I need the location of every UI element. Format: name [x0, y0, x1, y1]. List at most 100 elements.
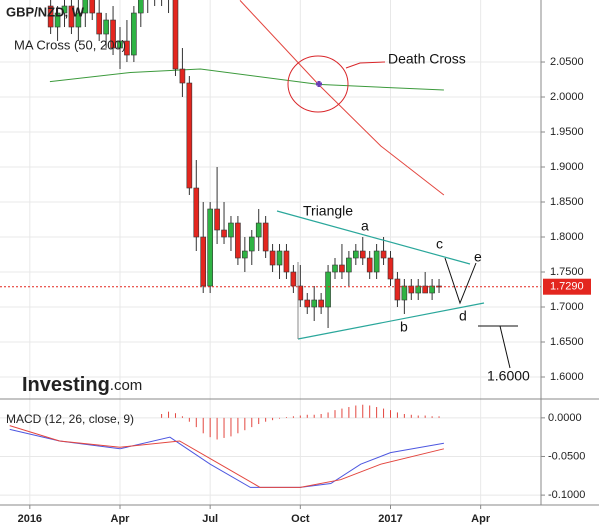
- y-tick-label: 1.8000: [550, 231, 584, 243]
- y-tick-label: 1.9000: [550, 161, 584, 173]
- candle-body: [346, 257, 352, 273]
- macd-tick-label: -0.1000: [548, 489, 585, 501]
- candle-body: [353, 250, 359, 259]
- candle-body: [179, 68, 186, 84]
- candle-body: [408, 285, 415, 294]
- x-tick-label: 2017: [378, 513, 402, 525]
- candle-body: [276, 250, 283, 266]
- candle-body: [304, 299, 311, 308]
- y-tick-label: 1.9500: [550, 126, 584, 138]
- annotation: a: [361, 218, 369, 234]
- y-tick-label: 1.7000: [550, 301, 584, 313]
- x-tick-label: 2016: [18, 513, 42, 525]
- candle-body: [242, 250, 248, 259]
- candle-body: [82, 0, 89, 14]
- y-tick-label: 1.6500: [550, 336, 584, 348]
- candle-body: [75, 12, 82, 28]
- y-tick-label: 2.0000: [550, 91, 584, 103]
- annotation: c: [436, 236, 443, 252]
- overlay-label: MA Cross (50, 200): [14, 37, 126, 52]
- candle-body: [269, 250, 276, 266]
- candle-body: [89, 0, 96, 14]
- annotation: e: [474, 249, 482, 265]
- last-price-label: 1.7290: [550, 281, 584, 293]
- candle-body: [311, 299, 317, 308]
- candle-body: [387, 257, 394, 280]
- candle-body: [283, 250, 290, 273]
- candle-body: [54, 12, 61, 28]
- death-cross-circle: [287, 55, 349, 113]
- candle-body: [131, 12, 137, 56]
- candle-body: [207, 208, 213, 287]
- last-price-box: [543, 278, 591, 295]
- macd-panel: [9, 404, 445, 488]
- annotation: Death Cross: [388, 51, 466, 67]
- chart-title: GBP/NZD, W: [6, 4, 85, 19]
- candle-body: [221, 229, 227, 238]
- candle-body: [96, 12, 102, 35]
- candle-body: [186, 82, 193, 189]
- candle-body: [339, 264, 345, 273]
- death-cross-leader: [345, 61, 386, 69]
- candle-body: [124, 40, 130, 56]
- triangle-upper: [276, 210, 471, 265]
- candle-body: [318, 299, 324, 308]
- candle-body: [415, 285, 422, 294]
- y-tick-label: 1.7500: [550, 266, 584, 278]
- candle-body: [255, 222, 262, 238]
- annotations: Death Cross Triangle a b c d e 1.6000: [276, 51, 530, 384]
- candle-body: [47, 5, 54, 28]
- candle-body: [235, 222, 241, 259]
- target-line: [478, 325, 518, 369]
- moving-average: [49, 68, 444, 91]
- candle-body: [110, 19, 116, 49]
- candle-body: [61, 5, 68, 14]
- candle-body: [429, 285, 435, 294]
- watermark-domain: .com: [110, 377, 143, 394]
- watermark-brand: Investing: [22, 374, 110, 396]
- grid: [0, 0, 541, 505]
- macd-tick-label: 0.0000: [548, 412, 582, 424]
- candle-body: [359, 250, 366, 259]
- candle-body: [193, 187, 200, 238]
- y-tick-label: 2.0500: [550, 56, 584, 68]
- candle-body: [366, 257, 373, 273]
- candle-body: [228, 222, 234, 238]
- x-tick-label: Apr: [471, 513, 491, 525]
- candle-body: [103, 19, 109, 35]
- candle-body: [214, 208, 220, 231]
- triangle-lower: [297, 302, 485, 340]
- watermark: Investing.com: [22, 374, 142, 396]
- y-tick-label: 1.8500: [550, 196, 584, 208]
- moving-average: [239, 0, 445, 196]
- cde-path: [444, 257, 477, 305]
- candle-body: [373, 250, 380, 273]
- candle-body: [422, 285, 428, 294]
- x-tick-label: Oct: [291, 513, 310, 525]
- candle-body: [117, 40, 123, 49]
- macd-tick-label: -0.0500: [548, 450, 585, 462]
- annotation: 1.6000: [487, 368, 530, 384]
- candle-body: [394, 278, 401, 301]
- candle-body: [290, 271, 297, 287]
- candle-body: [137, 0, 144, 14]
- candle-body: [200, 236, 207, 287]
- macd-line: [9, 425, 445, 488]
- cross-marker: [316, 81, 322, 87]
- macd-line: [9, 428, 444, 488]
- candle-body: [262, 222, 269, 252]
- annotation: Triangle: [303, 203, 353, 219]
- price-panel: [0, 0, 541, 329]
- candle-body: [68, 5, 75, 28]
- candle-body: [380, 250, 387, 259]
- candle-body: [248, 236, 255, 252]
- x-tick-label: Jul: [202, 513, 218, 525]
- candle-body: [325, 271, 331, 308]
- candle-body: [172, 0, 179, 70]
- annotation: d: [459, 308, 467, 324]
- macd-label: MACD (12, 26, close, 9): [6, 412, 134, 426]
- y-tick-label: 1.6000: [550, 371, 584, 383]
